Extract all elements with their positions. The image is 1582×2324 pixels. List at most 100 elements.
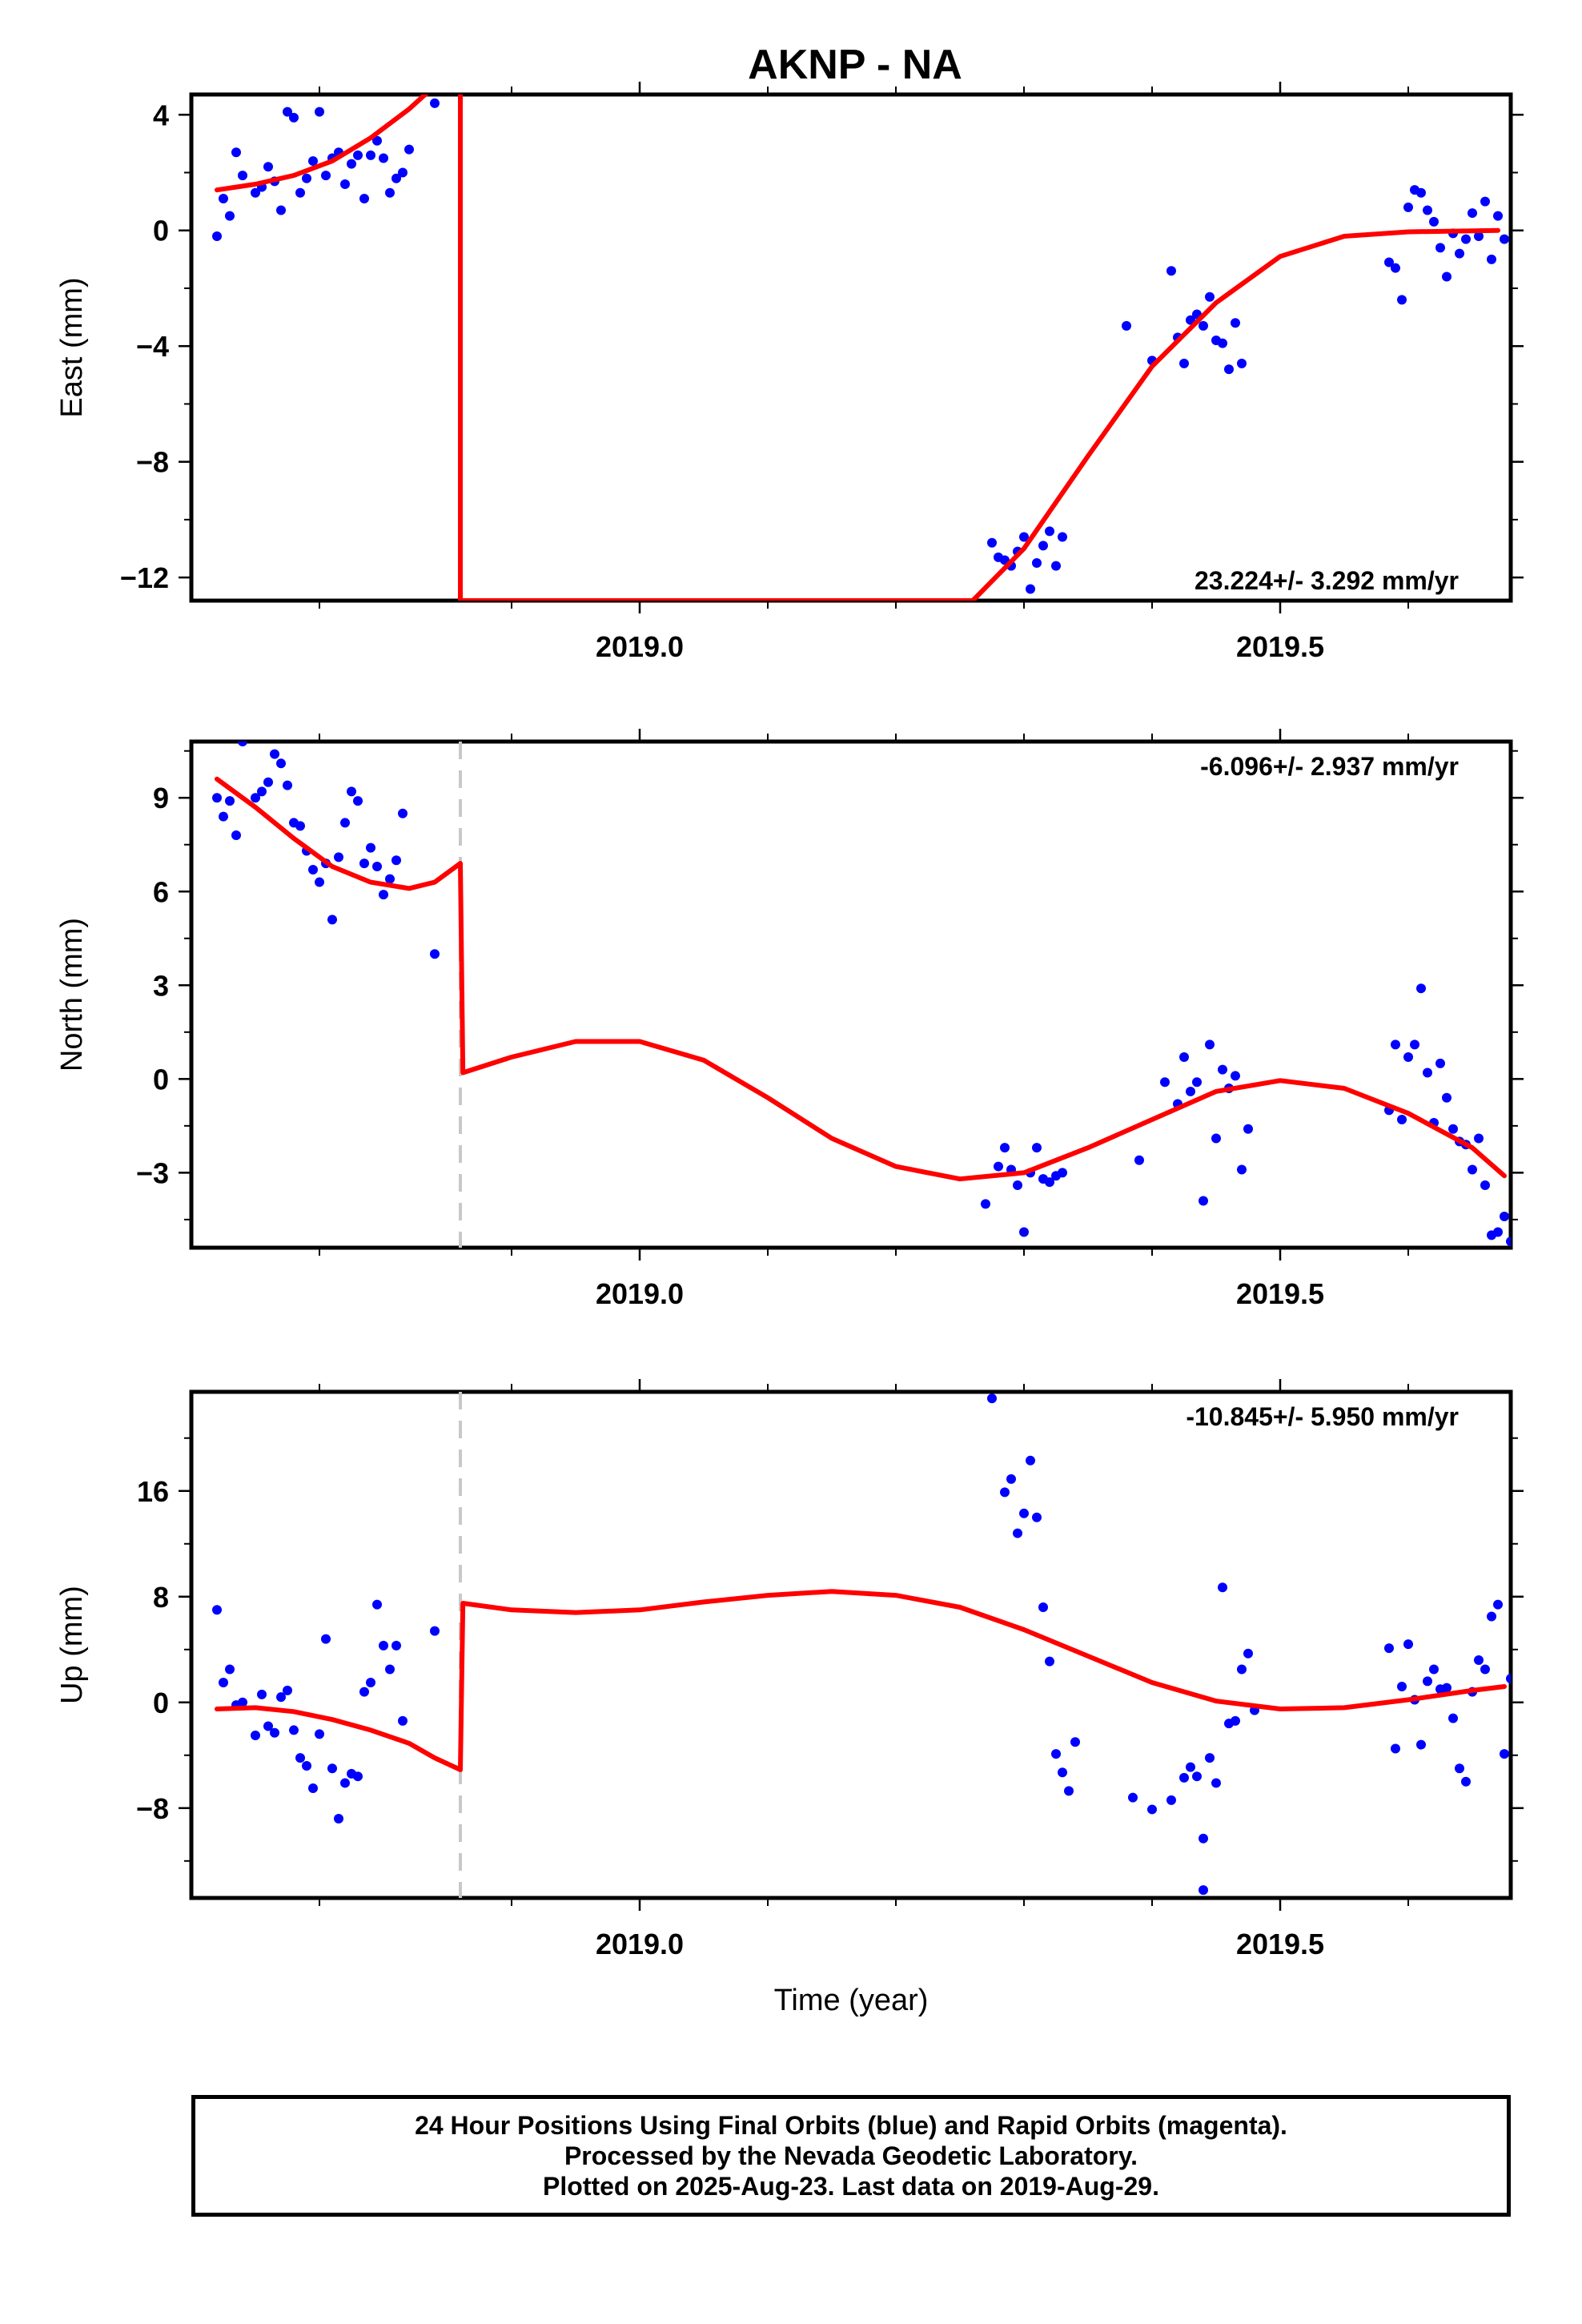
data-point: [353, 796, 363, 806]
data-point: [1461, 234, 1471, 244]
data-point: [1384, 1643, 1394, 1654]
y-tick-label: 16: [137, 1475, 169, 1508]
data-point: [1429, 216, 1439, 227]
data-point: [1192, 1771, 1202, 1782]
data-point: [1045, 1656, 1054, 1667]
data-point: [1038, 1602, 1048, 1612]
data-point: [1179, 358, 1189, 368]
data-point: [263, 777, 273, 787]
panel-north: 2019.0 2019.5 9 6 3 0 −3 North (mm) -6.096+/- 2.…: [55, 729, 1524, 1310]
data-point: [238, 742, 247, 746]
data-point: [1391, 1743, 1400, 1754]
data-point: [347, 159, 356, 169]
data-point: [359, 1687, 369, 1697]
data-point: [1487, 1611, 1496, 1622]
data-point: [251, 793, 260, 803]
data-point: [385, 874, 395, 884]
data-point: [1237, 1664, 1247, 1675]
data-point: [1026, 1455, 1035, 1466]
data-point: [1410, 1039, 1419, 1050]
data-point: [315, 107, 324, 117]
data-point: [1231, 318, 1240, 328]
y-tick-label: −8: [136, 446, 169, 479]
data-point: [1218, 1064, 1227, 1075]
data-point: [1493, 1599, 1503, 1610]
data-point: [430, 949, 440, 959]
data-point: [1045, 526, 1054, 537]
data-point: [353, 1771, 363, 1782]
data-point: [391, 855, 401, 866]
data-point: [1448, 1713, 1458, 1723]
data-point: [1199, 320, 1208, 331]
y-tick-label: 4: [153, 99, 169, 131]
data-point: [212, 1605, 222, 1615]
data-point: [347, 786, 356, 797]
data-point: [1506, 1674, 1511, 1684]
data-point: [1032, 1143, 1042, 1153]
data-point: [385, 187, 395, 198]
data-point: [219, 811, 228, 822]
data-point: [257, 1689, 267, 1699]
data-point: [270, 749, 279, 759]
data-point: [1474, 1133, 1484, 1144]
data-point: [308, 864, 318, 875]
data-point: [1064, 1786, 1074, 1796]
data-point: [1423, 1068, 1432, 1078]
data-point: [302, 1760, 311, 1771]
data-point: [1051, 1749, 1061, 1759]
data-point: [1429, 1664, 1439, 1675]
data-point: [1493, 1227, 1503, 1237]
data-point: [308, 156, 318, 167]
data-point: [225, 211, 235, 221]
data-point: [315, 877, 324, 887]
panel-frame: [189, 92, 1513, 603]
data-point: [1211, 1778, 1221, 1788]
data-point: [1397, 1115, 1407, 1125]
data-point: [1019, 1508, 1029, 1518]
y-axis-label: North (mm): [55, 918, 89, 1072]
data-point: [379, 1640, 388, 1651]
data-point: [1442, 271, 1452, 282]
data-point: [1045, 1177, 1054, 1188]
data-point: [231, 147, 241, 158]
data-point: [283, 107, 292, 117]
data-point: [987, 537, 997, 548]
data-point: [295, 1753, 305, 1763]
data-point: [379, 890, 388, 900]
data-point: [430, 1626, 440, 1636]
data-point: [283, 780, 292, 790]
plot-area: [212, 1392, 1511, 1898]
rate-label: 23.224+/- 3.292 mm/yr: [1195, 566, 1459, 595]
data-point: [315, 1729, 324, 1739]
data-point: [1224, 364, 1234, 375]
footer-line-3: Plotted on 2025-Aug-23. Last data on 201…: [543, 2172, 1159, 2201]
data-point: [1019, 1227, 1029, 1237]
data-point: [379, 153, 388, 163]
data-point: [1205, 1039, 1215, 1050]
chart-title: AKNP - NA: [748, 42, 962, 88]
data-point: [1058, 532, 1067, 542]
data-point: [1026, 584, 1035, 594]
rate-label: -10.845+/- 5.950 mm/yr: [1186, 1402, 1459, 1431]
x-axis-label: Time (year): [774, 1984, 929, 2017]
y-tick-label: 8: [153, 1581, 169, 1614]
data-point: [1448, 1124, 1458, 1134]
data-point: [1205, 292, 1215, 302]
data-point: [212, 231, 222, 241]
data-point: [1403, 202, 1413, 212]
x-tick-label: 2019.0: [596, 1277, 684, 1310]
data-point: [251, 1731, 260, 1741]
data-point: [430, 98, 440, 108]
data-point: [1199, 1885, 1208, 1896]
data-point: [321, 171, 331, 181]
data-point: [1500, 1211, 1509, 1221]
footer-line-1: 24 Hour Positions Using Final Orbits (bl…: [415, 2111, 1287, 2140]
data-point: [283, 1685, 292, 1695]
y-tick-label: 3: [153, 969, 169, 1002]
data-point: [1166, 266, 1176, 276]
data-point: [340, 818, 350, 828]
data-point: [1468, 208, 1477, 219]
data-point: [225, 796, 235, 806]
data-point: [276, 758, 286, 769]
